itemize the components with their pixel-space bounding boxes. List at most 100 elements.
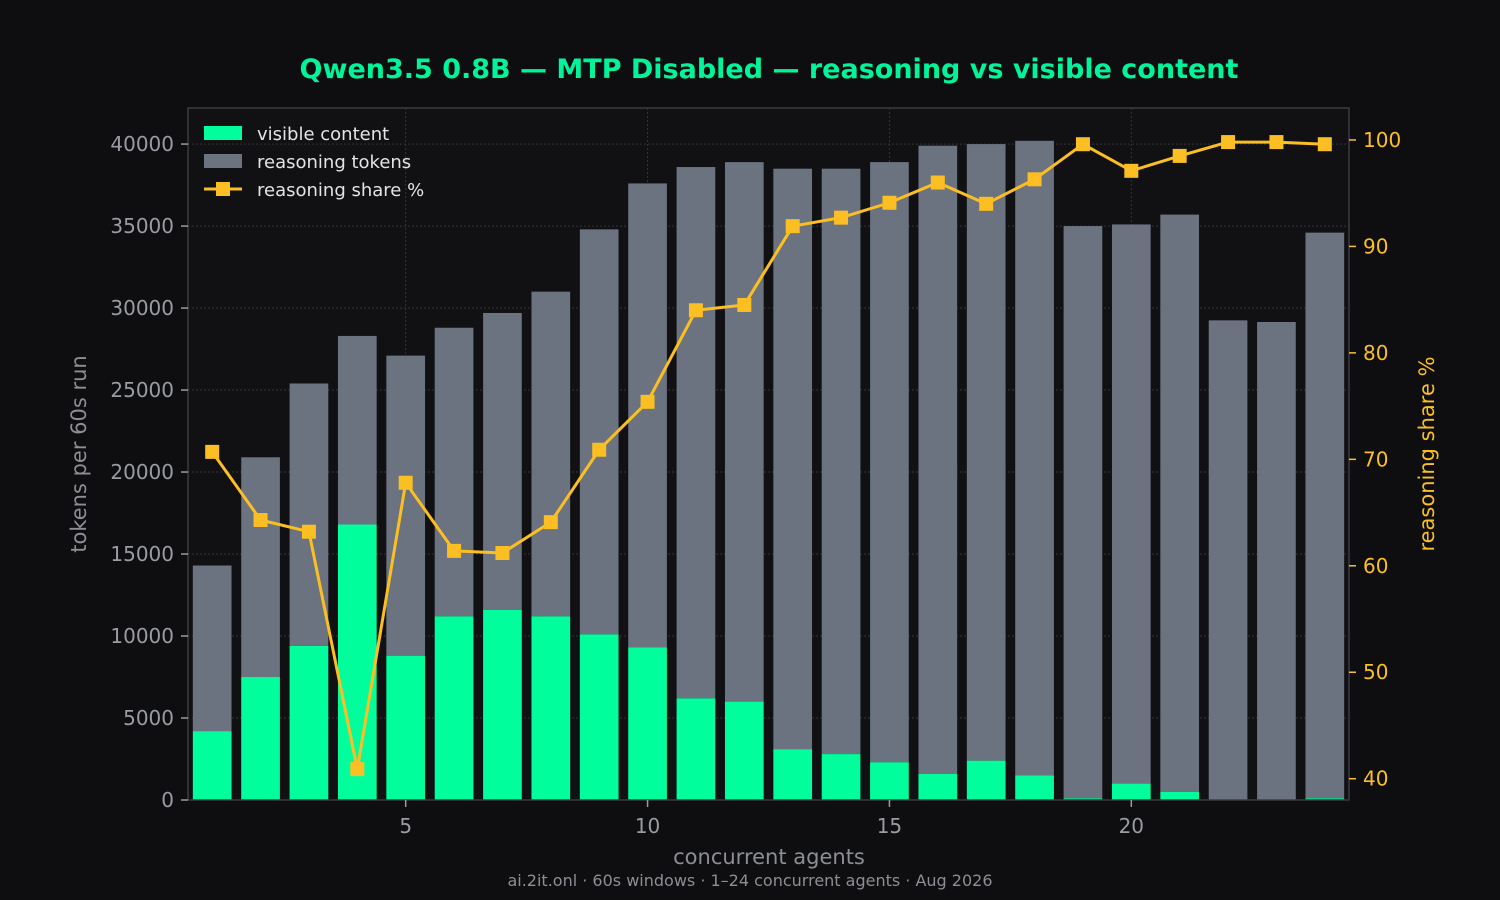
bar-reasoning-tokens — [1160, 214, 1200, 792]
bar-visible-content — [918, 773, 958, 800]
bar-visible-content — [531, 616, 571, 800]
y2-tick-label: 80 — [1363, 341, 1388, 365]
y-axis-label: tokens per 60s run — [67, 355, 91, 553]
bar-visible-content — [192, 731, 232, 800]
bar-reasoning-tokens — [1111, 224, 1151, 784]
y-tick-label: 5000 — [123, 706, 174, 730]
x-tick-label: 10 — [635, 814, 660, 838]
bar-visible-content — [1063, 798, 1103, 800]
bar-reasoning-tokens — [821, 168, 861, 755]
reasoning-share-point — [592, 442, 607, 457]
y2-tick-label: 60 — [1363, 554, 1388, 578]
bar-reasoning-tokens — [1015, 140, 1054, 776]
bar-visible-content — [434, 616, 474, 800]
x-tick-label: 15 — [877, 814, 902, 838]
x-axis-ticks: 5 10 15 20 — [399, 800, 1144, 838]
reasoning-share-point — [688, 303, 703, 318]
bar-visible-content — [1305, 798, 1345, 800]
reasoning-share-point — [1027, 172, 1042, 187]
bar-visible-content — [337, 524, 377, 800]
bar-visible-content — [1160, 791, 1200, 800]
bar-reasoning-tokens — [192, 565, 232, 732]
reasoning-share-point — [447, 543, 462, 558]
y2-tick-label: 90 — [1363, 234, 1388, 258]
bar-reasoning-tokens — [337, 335, 377, 525]
bar-visible-content — [870, 762, 909, 800]
reasoning-share-point — [253, 513, 268, 528]
plot-frame — [187, 107, 1350, 801]
bar-reasoning-tokens — [966, 144, 1006, 761]
reasoning-share-line — [210, 140, 1325, 771]
bar-visible-content — [579, 634, 619, 800]
footer-note: ai.2it.onl · 60s windows · 1–24 concurre… — [507, 871, 992, 890]
y-tick-label: 10000 — [110, 624, 174, 648]
y2-tick-label: 50 — [1363, 660, 1388, 684]
x-tick-label: 5 — [399, 814, 412, 838]
reasoning-share-point — [205, 444, 220, 459]
bar-visible-content — [821, 754, 861, 800]
y-tick-label: 40000 — [110, 132, 174, 156]
bar-visible-content — [386, 655, 426, 800]
bar-reasoning-tokens — [1063, 226, 1103, 799]
bars — [192, 140, 1345, 800]
reasoning-share-point — [301, 524, 316, 539]
reasoning-share-point — [350, 762, 365, 777]
reasoning-share-point — [930, 175, 945, 190]
bar-reasoning-tokens — [241, 457, 280, 678]
y-tick-label: 15000 — [110, 542, 174, 566]
bar-reasoning-tokens — [1257, 321, 1296, 800]
legend-swatch-visible-content — [204, 126, 242, 140]
x-axis-label: concurrent agents — [673, 845, 865, 869]
reasoning-share-point — [1124, 163, 1139, 178]
reasoning-share-point — [495, 546, 510, 561]
legend-label-reasoning-share: reasoning share % — [257, 180, 424, 201]
reasoning-share-line-layer — [205, 135, 1332, 777]
legend-swatch-reasoning-tokens — [204, 154, 242, 168]
bar-visible-content — [483, 609, 522, 800]
bar-reasoning-tokens — [1305, 232, 1345, 799]
reasoning-share-point — [1172, 148, 1187, 163]
reasoning-share-point — [543, 515, 558, 530]
chart-title: Qwen3.5 0.8B — MTP Disabled — reasoning … — [300, 54, 1239, 85]
bar-reasoning-tokens — [773, 168, 813, 750]
bar-visible-content — [628, 647, 667, 800]
y-tick-label: 25000 — [110, 378, 174, 402]
plot-area — [188, 108, 1349, 800]
bar-reasoning-tokens — [870, 162, 909, 763]
bar-reasoning-tokens — [531, 291, 571, 617]
bar-reasoning-tokens — [676, 167, 716, 699]
legend: visible content reasoning tokens reasoni… — [204, 124, 424, 201]
bar-visible-content — [724, 701, 764, 800]
legend-marker-reasoning-share — [216, 182, 230, 196]
bar-visible-content — [1015, 775, 1054, 800]
y-tick-label: 0 — [161, 788, 174, 812]
bar-reasoning-tokens — [434, 327, 474, 617]
reasoning-share-point — [834, 210, 849, 225]
y2-tick-label: 40 — [1363, 767, 1388, 791]
legend-label-reasoning-tokens: reasoning tokens — [257, 152, 411, 173]
bar-reasoning-tokens — [386, 355, 426, 656]
reasoning-share-point — [882, 195, 897, 210]
reasoning-share-point — [1075, 137, 1090, 152]
bar-visible-content — [773, 749, 813, 800]
y2-axis-label: reasoning share % — [1415, 356, 1439, 551]
bar-reasoning-tokens — [724, 162, 764, 702]
reasoning-share-point — [737, 297, 752, 312]
reasoning-share-point — [1269, 135, 1284, 150]
reasoning-share-point — [785, 219, 800, 234]
reasoning-share-point — [1317, 137, 1332, 152]
bar-reasoning-tokens — [579, 229, 619, 635]
bar-visible-content — [241, 677, 280, 800]
y2-tick-label: 100 — [1363, 128, 1401, 152]
bar-reasoning-tokens — [1208, 320, 1248, 800]
y-tick-label: 20000 — [110, 460, 174, 484]
bar-visible-content — [289, 645, 329, 800]
x-tick-label: 20 — [1119, 814, 1144, 838]
bar-visible-content — [676, 698, 716, 800]
reasoning-share-point — [640, 394, 655, 409]
bar-visible-content — [966, 760, 1006, 800]
left-axis-ticks: 0 5000 10000 15000 20000 25000 30000 35000 40000 — [110, 132, 188, 812]
reasoning-share-point — [1221, 135, 1236, 150]
reasoning-share-point — [398, 475, 413, 490]
